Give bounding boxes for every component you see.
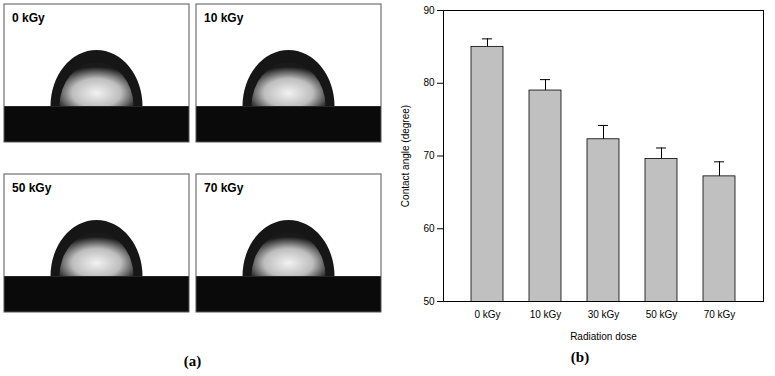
svg-text:0 kGy: 0 kGy bbox=[474, 309, 500, 320]
svg-text:10 kGy: 10 kGy bbox=[204, 11, 244, 25]
svg-text:90: 90 bbox=[423, 5, 435, 16]
svg-text:0 kGy: 0 kGy bbox=[12, 11, 45, 25]
svg-text:30 kGy: 30 kGy bbox=[588, 309, 620, 320]
svg-text:80: 80 bbox=[423, 77, 435, 88]
svg-text:10 kGy: 10 kGy bbox=[530, 309, 562, 320]
svg-text:50 kGy: 50 kGy bbox=[12, 181, 52, 195]
svg-text:Radiation dose: Radiation dose bbox=[570, 331, 637, 342]
svg-text:60: 60 bbox=[423, 223, 435, 234]
svg-text:50: 50 bbox=[423, 296, 435, 307]
html-text:(a): (a) bbox=[183, 353, 202, 369]
html-text:(b): (b) bbox=[570, 349, 590, 365]
svg-text:70 kGy: 70 kGy bbox=[704, 309, 736, 320]
svg-text:70 kGy: 70 kGy bbox=[204, 181, 244, 195]
svg-text:70: 70 bbox=[423, 150, 435, 161]
svg-text:Contact angle (degree): Contact angle (degree) bbox=[400, 105, 411, 207]
svg-text:50 kGy: 50 kGy bbox=[646, 309, 678, 320]
